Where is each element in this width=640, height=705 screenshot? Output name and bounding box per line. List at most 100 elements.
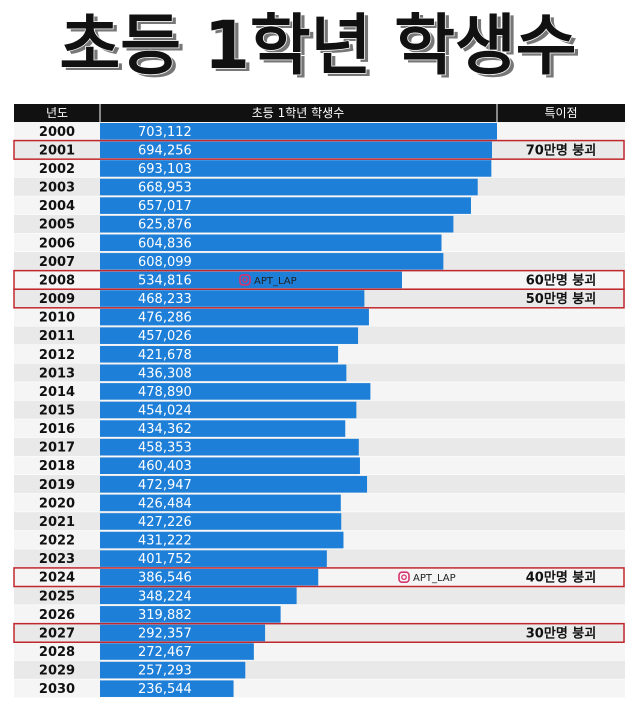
bar	[100, 197, 471, 214]
title-shadow: 초등 1학년 학생수	[64, 10, 581, 87]
value-label: 476,286	[138, 311, 192, 326]
watermark: APT_LAP	[254, 276, 297, 287]
bar	[100, 364, 347, 382]
column-header: 초등 1학년 학생수	[252, 106, 345, 120]
year-label: 2007	[39, 255, 75, 270]
value-label: 436,308	[138, 366, 192, 381]
value-label: 625,876	[138, 218, 192, 233]
value-label: 472,947	[138, 478, 192, 493]
value-label: 457,026	[138, 329, 192, 344]
year-label: 2019	[39, 478, 75, 493]
value-label: 348,224	[138, 589, 192, 604]
value-label: 608,099	[138, 255, 192, 270]
bar	[100, 661, 246, 679]
bar	[100, 624, 266, 642]
bar	[100, 494, 341, 512]
bar	[100, 420, 346, 437]
year-label: 2013	[39, 366, 75, 381]
bar	[100, 383, 371, 400]
value-label: 460,403	[138, 459, 192, 474]
bar	[100, 290, 365, 307]
year-label: 2028	[39, 645, 75, 660]
value-label: 534,816	[138, 273, 192, 288]
value-label: 458,353	[138, 441, 192, 456]
watermark-icon-dot	[401, 574, 407, 581]
bar	[100, 271, 402, 289]
bar	[100, 513, 342, 530]
year-label: 2017	[39, 441, 75, 456]
year-label: 2006	[39, 236, 75, 251]
value-label: 668,953	[138, 181, 192, 196]
bar	[100, 550, 327, 567]
year-label: 2030	[39, 682, 75, 697]
bar	[100, 327, 359, 344]
header-row	[14, 104, 625, 122]
year-label: 2022	[39, 534, 75, 549]
value-label: 236,544	[138, 682, 192, 697]
highlight-box	[13, 139, 625, 160]
value-label: 604,836	[138, 236, 192, 251]
chart-title: 초등 1학년 학생수	[60, 7, 577, 84]
bar	[100, 160, 492, 177]
bar	[100, 606, 281, 623]
highlight-box	[13, 567, 625, 588]
bar	[100, 457, 360, 475]
watermark-icon	[398, 571, 410, 584]
value-label: 401,752	[138, 552, 192, 567]
year-label: 2008	[39, 273, 75, 288]
bar	[100, 215, 454, 233]
value-label: 468,233	[138, 292, 192, 307]
highlight-box	[13, 288, 625, 309]
year-label: 2023	[39, 552, 75, 567]
value-label: 694,256	[138, 143, 192, 158]
column-header: 특이점	[544, 106, 577, 120]
bar	[100, 643, 254, 660]
year-label: 2004	[39, 199, 75, 214]
bar	[100, 234, 442, 252]
value-label: 386,546	[138, 571, 192, 586]
bar	[100, 401, 357, 419]
year-label: 2002	[39, 162, 75, 177]
year-label: 2027	[39, 626, 75, 641]
value-label: 703,112	[138, 125, 192, 140]
year-label: 2020	[39, 496, 75, 511]
column-header: 년도	[46, 106, 68, 120]
year-label: 2016	[39, 422, 75, 437]
note: 50만명 붕괴	[526, 291, 596, 307]
watermark-icon	[239, 274, 251, 286]
year-label: 2021	[39, 515, 75, 530]
year-label: 2024	[39, 571, 75, 586]
year-label: 2025	[39, 589, 75, 604]
year-label: 2010	[39, 311, 75, 326]
bar	[100, 141, 492, 159]
bar	[100, 308, 369, 326]
value-label: 257,293	[138, 664, 192, 679]
value-label: 657,017	[138, 199, 192, 214]
bar	[100, 587, 297, 605]
value-label: 431,222	[138, 534, 192, 549]
value-label: 427,226	[138, 515, 192, 530]
note: 60만명 붕괴	[526, 272, 596, 288]
year-label: 2012	[39, 348, 75, 363]
value-label: 434,362	[138, 422, 192, 437]
highlight-box	[13, 622, 625, 643]
value-label: 693,103	[138, 162, 192, 177]
bar	[100, 253, 444, 270]
year-label: 2001	[39, 143, 75, 158]
bar	[100, 680, 234, 697]
year-label: 2005	[39, 218, 75, 233]
note: 30만명 붕괴	[526, 625, 596, 641]
note: 70만명 붕괴	[526, 142, 596, 158]
year-label: 2011	[39, 329, 75, 344]
year-label: 2003	[39, 181, 75, 196]
year-label: 2029	[39, 664, 75, 679]
note: 40만명 붕괴	[526, 570, 596, 586]
value-label: 421,678	[138, 348, 192, 363]
bar	[100, 345, 339, 363]
year-label: 2018	[39, 459, 75, 474]
bar	[100, 476, 368, 493]
value-label: 454,024	[138, 403, 192, 418]
value-label: 426,484	[138, 496, 192, 511]
year-label: 2000	[39, 125, 75, 140]
